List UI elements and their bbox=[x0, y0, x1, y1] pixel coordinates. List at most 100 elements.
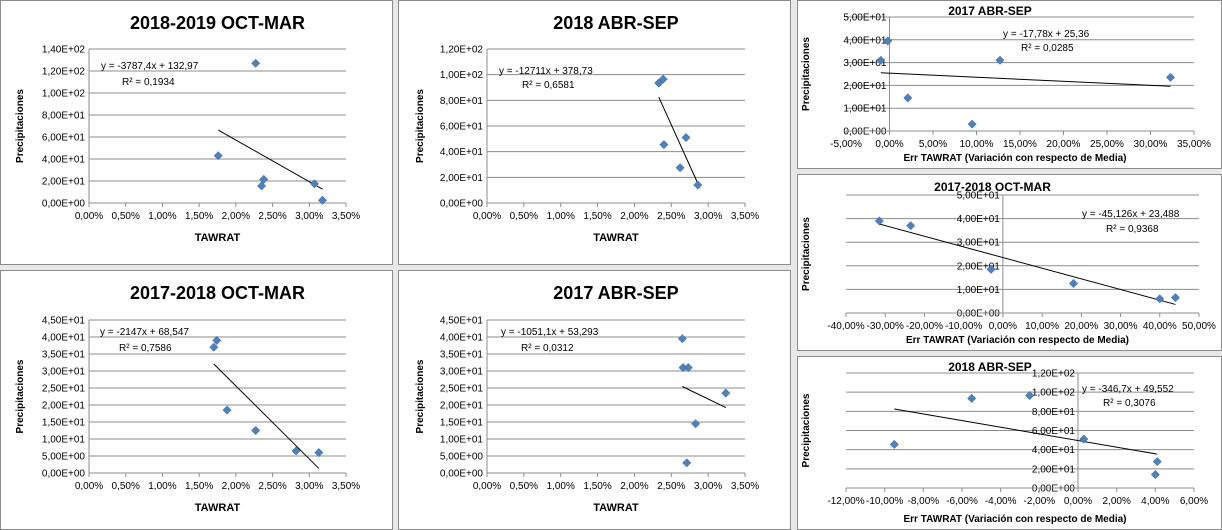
y-axis-label: Precipitaciones bbox=[415, 89, 426, 163]
x-tick-label: -10,00% bbox=[866, 496, 903, 507]
chart-svg: 2017-2018 OCT-MAR 0,00E+00 5,00E+00 1,00E+0… bbox=[15, 283, 360, 514]
x-tick-label: 0,50% bbox=[112, 481, 140, 492]
y-tick-label: 5,00E+01 bbox=[843, 13, 887, 24]
y-tick-label: 1,00E+02 bbox=[1032, 388, 1076, 399]
x-tick-label: 20,00% bbox=[1064, 321, 1098, 332]
chart-panel-7: 2018 ABR-SEP 0,00E+00 2,00E+01 4,00E+01 6,00… bbox=[797, 356, 1222, 530]
chart-title: 2017 ABR-SEP bbox=[553, 283, 678, 303]
x-tick-label: -5,00% bbox=[830, 139, 862, 150]
chart-title: 2018 ABR-SEP bbox=[553, 13, 678, 33]
y-tick-label: 8,00E+01 bbox=[440, 96, 484, 107]
data-point bbox=[681, 132, 691, 143]
chart-panel-2: 2018 ABR-SEP 0,00E+00 2,00E+01 4,00E+01 6,00… bbox=[398, 0, 791, 265]
x-tick-label: 3,00% bbox=[694, 211, 722, 222]
data-point bbox=[1170, 293, 1181, 303]
x-tick-label: 50,00% bbox=[1182, 321, 1216, 332]
y-tick-label: 4,00E+01 bbox=[42, 155, 86, 166]
y-axis-label: Precipitaciones bbox=[801, 393, 812, 467]
y-tick-label: 0,00E+00 bbox=[1032, 484, 1076, 495]
x-tick-label: 3,00% bbox=[694, 481, 722, 492]
y-tick-label: 4,00E+01 bbox=[957, 214, 1001, 225]
x-tick-label: 2,50% bbox=[657, 211, 685, 222]
y-tick-label: 2,00E+01 bbox=[440, 173, 484, 184]
y-tick-label: 1,00E+02 bbox=[42, 89, 86, 100]
x-tick-label: 0,00% bbox=[1064, 496, 1092, 507]
x-axis-label: Err TAWRAT (Variación con respecto de Me… bbox=[906, 335, 1129, 346]
data-point bbox=[693, 180, 703, 190]
r-squared-label: R² = 0,0312 bbox=[521, 343, 574, 354]
data-point bbox=[883, 36, 893, 46]
x-tick-label: -10,00% bbox=[945, 321, 982, 332]
x-tick-label: 6,00% bbox=[1180, 496, 1208, 507]
x-tick-label: 3,50% bbox=[731, 211, 759, 222]
x-tick-label: 25,00% bbox=[1090, 139, 1124, 150]
data-point bbox=[889, 439, 899, 449]
x-tick-label: -20,00% bbox=[906, 321, 943, 332]
x-tick-label: 0,50% bbox=[112, 211, 140, 222]
y-tick-label: 3,00E+01 bbox=[843, 58, 887, 69]
y-tick-label: 0,00E+00 bbox=[42, 199, 86, 210]
y-tick-label: 2,00E+01 bbox=[440, 401, 484, 412]
y-tick-label: 2,00E+01 bbox=[957, 261, 1001, 272]
x-tick-label: 1,00% bbox=[148, 211, 176, 222]
x-tick-label: 1,50% bbox=[185, 481, 213, 492]
data-point bbox=[658, 74, 668, 84]
data-point bbox=[291, 446, 301, 456]
data-point bbox=[1165, 72, 1176, 82]
y-tick-label: 4,50E+01 bbox=[42, 316, 86, 327]
data-point bbox=[257, 181, 267, 191]
chart-svg: 2018 ABR-SEP 0,00E+00 2,00E+01 4,00E+01 6,00… bbox=[415, 13, 759, 244]
y-axis-label: Precipitaciones bbox=[415, 359, 426, 433]
x-axis-label: TAWRAT bbox=[195, 502, 241, 514]
data-point bbox=[1152, 457, 1162, 467]
data-point bbox=[1068, 278, 1079, 289]
y-tick-label: 1,00E+02 bbox=[440, 70, 484, 81]
y-tick-label: 4,00E+01 bbox=[843, 35, 887, 46]
data-point bbox=[677, 334, 687, 344]
data-point bbox=[967, 393, 977, 403]
chart-panel-1: 2018-2019 OCT-MAR 0,00E+00 2,00E+01 4,00E+0… bbox=[0, 0, 393, 265]
x-axis-label: TAWRAT bbox=[593, 232, 639, 244]
y-tick-label: 0,00E+00 bbox=[440, 199, 484, 210]
x-tick-label: 3,50% bbox=[731, 481, 759, 492]
y-tick-label: 2,00E+01 bbox=[42, 401, 86, 412]
y-tick-label: 1,00E+01 bbox=[957, 285, 1001, 296]
y-tick-label: 1,20E+02 bbox=[42, 67, 86, 78]
y-tick-label: 4,00E+01 bbox=[42, 333, 86, 344]
x-tick-label: 0,00% bbox=[989, 321, 1017, 332]
data-point bbox=[309, 179, 319, 189]
trendline-equation: y = -346,7x + 49,552 bbox=[1082, 384, 1174, 395]
y-axis-label: Precipitaciones bbox=[15, 89, 26, 163]
trendline-equation: y = -45,126x + 23,488 bbox=[1082, 209, 1180, 220]
y-tick-label: 2,50E+01 bbox=[440, 384, 484, 395]
x-tick-label: 1,00% bbox=[547, 481, 575, 492]
x-tick-label: 15,00% bbox=[1003, 139, 1037, 150]
x-tick-label: -6,00% bbox=[946, 496, 978, 507]
x-tick-label: 0,50% bbox=[510, 211, 538, 222]
y-tick-label: 1,50E+01 bbox=[42, 418, 86, 429]
y-tick-label: 0,00E+00 bbox=[440, 469, 484, 480]
y-axis-label: Precipitaciones bbox=[801, 37, 812, 111]
y-tick-label: 2,00E+01 bbox=[42, 177, 86, 188]
x-tick-label: 2,50% bbox=[258, 481, 286, 492]
x-tick-label: 1,50% bbox=[583, 211, 611, 222]
y-tick-label: 0,00E+00 bbox=[843, 127, 887, 138]
x-tick-label: 30,00% bbox=[1104, 321, 1138, 332]
data-point bbox=[675, 163, 685, 173]
x-tick-label: -8,00% bbox=[907, 496, 939, 507]
x-tick-label: -30,00% bbox=[867, 321, 904, 332]
y-tick-label: 5,00E+01 bbox=[957, 191, 1001, 202]
x-tick-label: -2,00% bbox=[1023, 496, 1055, 507]
x-tick-label: 1,00% bbox=[547, 211, 575, 222]
chart-svg: 2017 ABR-SEP 0,00E+00 5,00E+00 1,00E+01 1,50… bbox=[415, 283, 759, 514]
chart-panel-3: 2017-2018 OCT-MAR 0,00E+00 5,00E+00 1,00E+0… bbox=[0, 270, 393, 530]
y-tick-label: 6,00E+01 bbox=[1032, 426, 1076, 437]
y-tick-label: 8,00E+01 bbox=[1032, 407, 1076, 418]
y-tick-label: 1,50E+01 bbox=[440, 418, 484, 429]
x-tick-label: 30,00% bbox=[1134, 139, 1168, 150]
x-tick-label: 3,00% bbox=[295, 481, 323, 492]
x-tick-label: 2,00% bbox=[620, 211, 648, 222]
data-point bbox=[251, 58, 261, 68]
y-tick-label: 0,00E+00 bbox=[957, 309, 1001, 320]
y-tick-label: 1,40E+02 bbox=[42, 45, 86, 56]
